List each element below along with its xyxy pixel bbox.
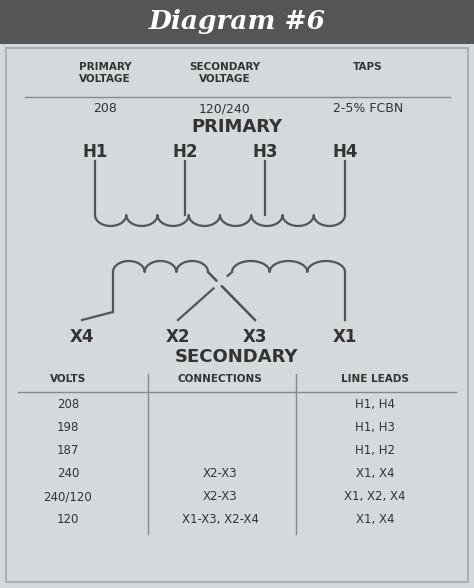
Text: 208: 208 (93, 102, 117, 115)
Text: Diagram #6: Diagram #6 (148, 9, 326, 35)
Text: H1, H2: H1, H2 (355, 444, 395, 457)
Text: X1-X3, X2-X4: X1-X3, X2-X4 (182, 513, 258, 526)
Text: H1: H1 (82, 143, 108, 161)
FancyBboxPatch shape (6, 48, 468, 582)
Text: SECONDARY: SECONDARY (175, 348, 299, 366)
Text: PRIMARY: PRIMARY (191, 118, 283, 136)
Text: H4: H4 (332, 143, 358, 161)
Text: H2: H2 (172, 143, 198, 161)
Text: SECONDARY
VOLTAGE: SECONDARY VOLTAGE (190, 62, 261, 85)
Text: H1, H3: H1, H3 (355, 421, 395, 434)
Text: TAPS: TAPS (353, 62, 383, 72)
Text: 187: 187 (57, 444, 79, 457)
Text: 2-5% FCBN: 2-5% FCBN (333, 102, 403, 115)
Text: X1, X4: X1, X4 (356, 513, 394, 526)
Text: 198: 198 (57, 421, 79, 434)
Bar (0, 0, 474, 44)
Text: VOLTS: VOLTS (50, 374, 86, 384)
Text: X2-X3: X2-X3 (203, 467, 237, 480)
Text: LINE LEADS: LINE LEADS (341, 374, 409, 384)
Text: H3: H3 (252, 143, 278, 161)
Text: X1: X1 (333, 328, 357, 346)
Text: X4: X4 (70, 328, 94, 346)
Text: 240: 240 (57, 467, 79, 480)
Text: 208: 208 (57, 398, 79, 411)
Text: X3: X3 (243, 328, 267, 346)
Text: X1, X2, X4: X1, X2, X4 (344, 490, 406, 503)
Text: X1, X4: X1, X4 (356, 467, 394, 480)
Text: X2: X2 (166, 328, 190, 346)
Text: 240/120: 240/120 (44, 490, 92, 503)
Text: CONNECTIONS: CONNECTIONS (178, 374, 263, 384)
Text: H1, H4: H1, H4 (355, 398, 395, 411)
Text: 120: 120 (57, 513, 79, 526)
Text: X2-X3: X2-X3 (203, 490, 237, 503)
Text: 120/240: 120/240 (199, 102, 251, 115)
Text: PRIMARY
VOLTAGE: PRIMARY VOLTAGE (79, 62, 131, 85)
